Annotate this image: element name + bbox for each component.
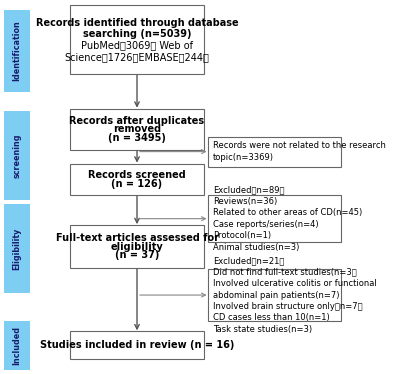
Text: Included: Included (12, 326, 22, 365)
FancyBboxPatch shape (208, 195, 341, 242)
Text: Excluded（n=21）
Did not find full-text studies(n=3）
Involved ulcerative colitis o: Excluded（n=21） Did not find full-text st… (213, 256, 377, 334)
FancyBboxPatch shape (208, 137, 341, 166)
FancyBboxPatch shape (70, 225, 204, 268)
Text: Records identified through database: Records identified through database (36, 18, 238, 28)
FancyBboxPatch shape (4, 10, 30, 92)
FancyBboxPatch shape (70, 5, 204, 74)
Text: eligibility: eligibility (111, 242, 163, 252)
Text: screening: screening (12, 133, 22, 178)
Text: Science（1726）EMBASE（244）: Science（1726）EMBASE（244） (64, 52, 210, 62)
FancyBboxPatch shape (208, 269, 341, 321)
Text: Studies included in review (n = 16): Studies included in review (n = 16) (40, 340, 234, 350)
FancyBboxPatch shape (70, 164, 204, 195)
Text: Records after duplicates: Records after duplicates (70, 116, 204, 126)
FancyBboxPatch shape (70, 331, 204, 359)
Text: (n = 126): (n = 126) (112, 179, 162, 189)
Text: Excluded（n=89）
Reviews(n=36)
Related to other areas of CD(n=45)
Case reports/ser: Excluded（n=89） Reviews(n=36) Related to … (213, 186, 362, 252)
Text: Eligibility: Eligibility (12, 227, 22, 270)
FancyBboxPatch shape (4, 204, 30, 293)
Text: searching (n=5039): searching (n=5039) (83, 29, 191, 39)
Text: removed: removed (113, 124, 161, 134)
Text: (n = 37): (n = 37) (115, 250, 159, 260)
Text: Full-text articles assessed for: Full-text articles assessed for (56, 233, 218, 243)
Text: Records screened: Records screened (88, 170, 186, 180)
Text: Records were not related to the research
topic(n=3369): Records were not related to the research… (213, 141, 386, 162)
Text: Identification: Identification (12, 21, 22, 82)
Text: (n = 3495): (n = 3495) (108, 132, 166, 142)
FancyBboxPatch shape (4, 111, 30, 200)
FancyBboxPatch shape (70, 109, 204, 150)
Text: PubMed（3069） Web of: PubMed（3069） Web of (81, 40, 193, 50)
FancyBboxPatch shape (4, 321, 30, 370)
